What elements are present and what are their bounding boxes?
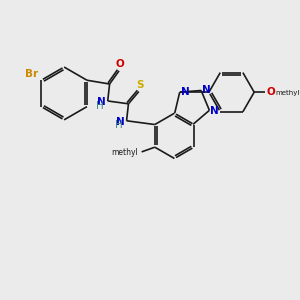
Text: H: H [115,121,123,130]
Text: methyl: methyl [275,90,299,96]
Text: N: N [116,117,125,127]
Text: O: O [266,87,275,97]
Text: S: S [136,80,143,90]
Text: N: N [210,106,219,116]
Text: O: O [116,59,124,69]
Text: N: N [181,87,189,97]
Text: methyl: methyl [111,148,138,157]
Text: Br: Br [25,69,38,79]
Text: H: H [96,101,104,111]
Text: N: N [202,85,211,94]
Text: N: N [97,97,106,107]
